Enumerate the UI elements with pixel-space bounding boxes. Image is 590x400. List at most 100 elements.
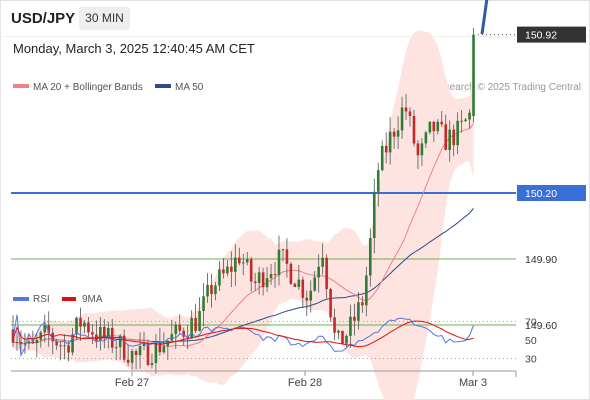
rsi-tick-label: 70 [525, 317, 537, 329]
candle-body [19, 342, 23, 345]
candle-body [444, 124, 448, 151]
candle-body [198, 311, 201, 331]
candle-body [182, 330, 186, 337]
timeframe-button[interactable]: 30 MIN [79, 7, 130, 30]
candle-body [190, 317, 193, 339]
candle-body [234, 257, 237, 272]
candle-body [194, 317, 197, 331]
candle-body [353, 316, 356, 321]
x-axis-label: Feb 27 [115, 377, 149, 389]
candle-body [345, 335, 348, 344]
candle-body [162, 346, 166, 353]
candle-body [237, 257, 241, 264]
candle-body [174, 324, 178, 335]
candle-body [448, 129, 451, 151]
candle-body [277, 249, 281, 276]
candle-body [122, 335, 126, 360]
candle-body [245, 259, 249, 263]
candle-body [460, 120, 463, 122]
candle-body [376, 170, 380, 192]
candle-body [361, 302, 364, 306]
candle-body [67, 345, 70, 353]
support-label: 149.60 [525, 320, 557, 332]
candle-body [87, 322, 90, 333]
candle-body [158, 341, 162, 353]
candle-body [226, 266, 229, 274]
candle-body [416, 143, 420, 156]
candle-body [337, 330, 340, 333]
candle-body [464, 119, 467, 122]
ma50-legend-swatch [155, 84, 171, 88]
support-label: 149.90 [525, 254, 557, 266]
candle-body [261, 272, 265, 288]
candle-body [114, 347, 118, 349]
candle-body [106, 327, 110, 338]
rsi-tick-label: 50 [525, 335, 537, 347]
candle-body [440, 121, 444, 125]
candle-body [103, 326, 106, 338]
ma50-legend-label: MA 50 [175, 82, 204, 93]
candle-body [99, 326, 102, 341]
header-divider [0, 36, 590, 37]
candle-body [79, 317, 82, 327]
current-price-tag [517, 26, 586, 43]
candle-body [309, 290, 313, 301]
candle-body [285, 249, 289, 264]
candle-body [150, 363, 154, 365]
candle-body [428, 121, 432, 133]
rsi-ma-legend-swatch [62, 297, 76, 301]
candle-body [408, 111, 412, 116]
candle-body [301, 279, 305, 298]
candle-body [83, 322, 86, 327]
candle-body [154, 341, 158, 364]
x-axis-label: Mar 3 [459, 377, 487, 389]
pivot-tag [517, 185, 586, 201]
candle-body [241, 262, 245, 264]
candle-body [210, 284, 213, 295]
candle-body [178, 324, 182, 331]
candle-body [329, 289, 332, 318]
candle-body [265, 278, 269, 288]
candle-body [126, 359, 130, 363]
candle-body [214, 285, 217, 295]
candle-body [365, 275, 368, 306]
candle-body [369, 238, 372, 276]
candle-body [253, 281, 257, 284]
candle-body [43, 325, 47, 333]
candle-body [412, 115, 416, 144]
candle-body [333, 317, 336, 333]
candle-body [388, 131, 392, 153]
ma20-legend-label: MA 20 + Bollinger Bands [33, 82, 143, 93]
current-price-label: 150.92 [525, 30, 557, 42]
candle-body [59, 345, 62, 347]
candle-body [392, 131, 396, 137]
candle-body [95, 334, 98, 341]
candle-body [249, 259, 253, 282]
candle-body [293, 283, 297, 288]
candle-body [472, 34, 475, 116]
forecast-arrow-shaft [480, 0, 489, 35]
candle-body [404, 107, 408, 112]
candle-body [134, 351, 138, 356]
candle-body [341, 330, 344, 344]
chart-header: USD/JPY 30 MIN [0, 0, 590, 36]
candle-body [269, 273, 273, 279]
candle-body [218, 269, 221, 286]
candle-body [47, 325, 51, 333]
x-axis-label: Feb 28 [288, 377, 322, 389]
candle-body [27, 341, 31, 344]
candle-body [138, 346, 142, 356]
candle-body [15, 342, 19, 344]
candle-body [289, 263, 293, 284]
candle-body [35, 339, 39, 344]
candle-body [468, 112, 471, 120]
rsi-tick-label: 30 [525, 353, 537, 365]
candle-body [230, 266, 233, 272]
candle-body [420, 143, 424, 156]
candle-body [118, 335, 122, 348]
candle-body [11, 329, 15, 343]
candle-body [222, 269, 225, 274]
symbol-title: USD/JPY [11, 10, 76, 27]
candle-body [257, 272, 261, 284]
